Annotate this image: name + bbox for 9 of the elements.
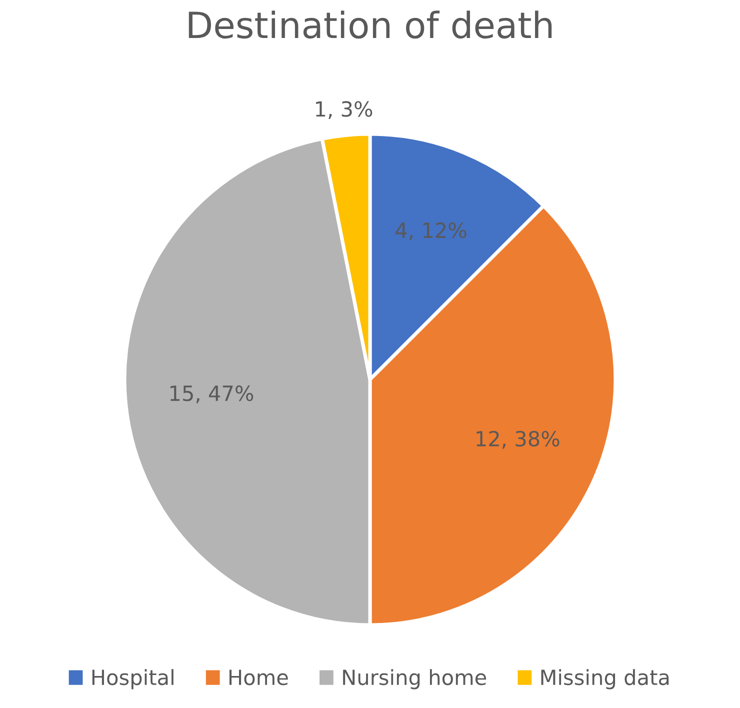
data-label: 1, 3% — [316, 101, 372, 119]
data-label: 15, 47% — [170, 385, 254, 404]
chart-title: Destination of death — [188, 10, 552, 39]
data-label: 4, 12% — [396, 222, 466, 240]
legend-label: Missing data — [541, 669, 669, 690]
legend-label: Home — [229, 670, 288, 686]
data-label: 12, 38% — [476, 430, 560, 449]
legend-label: Hospital — [92, 669, 174, 690]
legend-label: Nursing home — [343, 669, 486, 690]
